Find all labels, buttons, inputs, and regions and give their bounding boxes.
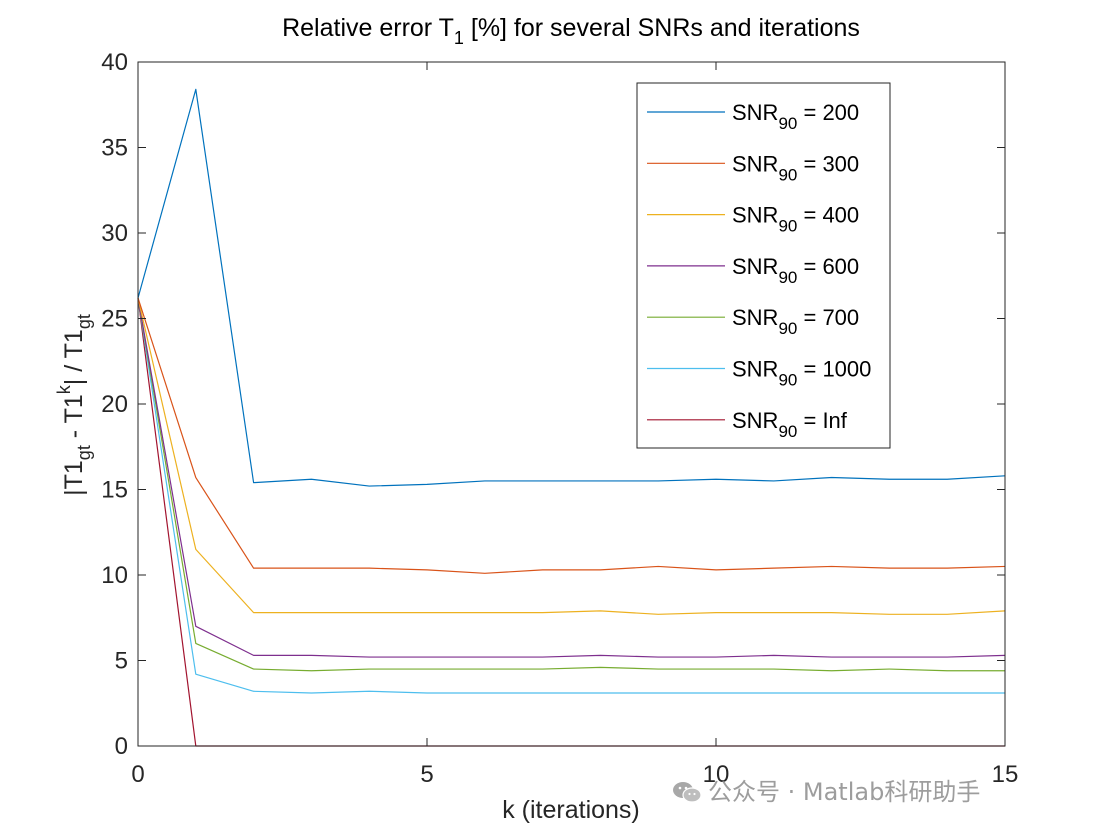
x-axis-label: k (iterations) (502, 796, 640, 824)
legend-entry: SNR90 = 300 (647, 151, 859, 184)
legend-label: SNR90 = 400 (732, 203, 859, 236)
y-tick-label: 10 (101, 562, 128, 589)
legend-entry: SNR90 = Inf (647, 408, 848, 441)
legend-label: SNR90 = 200 (732, 100, 859, 133)
watermark: 公众号 · Matlab科研助手 (672, 772, 980, 807)
legend-label: SNR90 = Inf (732, 408, 848, 441)
y-tick-label: 35 (101, 135, 128, 162)
x-tick-label: 0 (131, 761, 144, 788)
y-tick-label: 0 (115, 733, 128, 760)
y-tick-label: 40 (101, 49, 128, 76)
watermark-text: 公众号 · Matlab科研助手 (708, 778, 981, 806)
legend-label: SNR90 = 700 (732, 305, 859, 338)
series-line-2 (137, 297, 1006, 615)
series-line-5 (137, 297, 1005, 694)
legend-entry: SNR90 = 200 (647, 100, 859, 133)
legend-label: SNR90 = 600 (732, 254, 859, 287)
y-tick-label: 25 (101, 306, 128, 333)
legend-entry: SNR90 = 400 (647, 203, 859, 236)
legend-label: SNR90 = 1000 (732, 357, 871, 390)
y-axis-label: |T1gt - T1k| / T1gt (54, 314, 94, 496)
x-tick-label: 5 (420, 761, 433, 788)
y-tick-label: 15 (101, 477, 128, 504)
legend: SNR90 = 200 SNR90 = 300 SNR90 = 400 SNR90 =… (636, 82, 891, 449)
legend-label: SNR90 = 300 (732, 151, 859, 184)
y-tick-label: 30 (101, 220, 128, 247)
wechat-icon (673, 782, 702, 803)
chart-title: Relative error T1 [%] for several SNRs a… (282, 14, 860, 48)
tick-layer: 0 5 10 15 0 5 10 15 20 25 30 35 40 (101, 49, 1018, 788)
y-tick-label: 5 (115, 648, 128, 675)
y-tick-label: 20 (101, 391, 128, 418)
x-tick-label: 15 (992, 761, 1019, 788)
x-tick-label: 10 (703, 761, 730, 788)
series-line-0 (137, 88, 1006, 487)
series-line-1 (137, 297, 1006, 574)
legend-entries: SNR90 = 200 SNR90 = 300 SNR90 = 400 SNR90 =… (647, 100, 871, 441)
series-line-3 (137, 297, 1006, 658)
legend-entry: SNR90 = 1000 (647, 357, 871, 390)
legend-entry: SNR90 = 600 (647, 254, 859, 287)
series-line-4 (137, 297, 1005, 672)
legend-entry: SNR90 = 700 (647, 305, 859, 338)
